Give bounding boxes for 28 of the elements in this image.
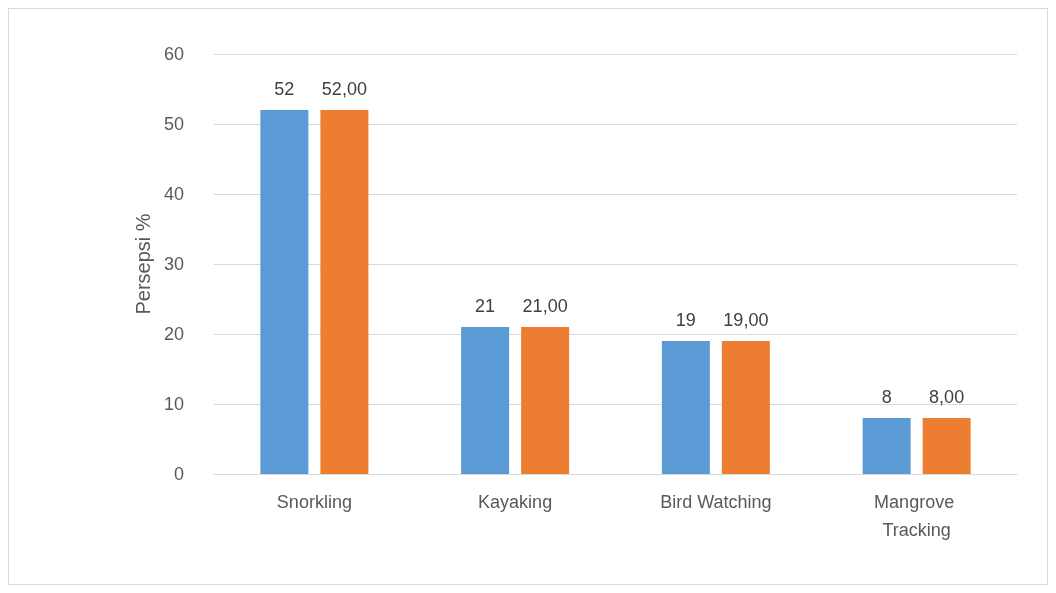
data-label: 19,00 <box>723 310 769 330</box>
bar <box>922 418 971 474</box>
x-tick-label: Snorkling <box>276 492 352 512</box>
x-tick-label: Kayaking <box>478 492 553 512</box>
data-label: 21,00 <box>522 296 568 316</box>
bar <box>721 341 770 474</box>
y-axis-title: Persepsi % <box>132 213 155 315</box>
y-tick-label: 0 <box>173 464 184 484</box>
y-tick-label: 10 <box>163 394 184 414</box>
x-tick-label: Bird Watching <box>660 492 772 512</box>
bar <box>862 418 911 474</box>
data-label: 19 <box>675 310 696 330</box>
x-tick-label: Mangrove Tracking <box>874 492 960 540</box>
y-tick-label: 40 <box>163 184 184 204</box>
bar <box>260 110 309 474</box>
y-tick-label: 20 <box>163 324 184 344</box>
bar <box>320 110 369 474</box>
y-tick-label: 60 <box>163 44 184 64</box>
bar <box>461 327 510 474</box>
bar <box>661 341 710 474</box>
y-tick-label: 50 <box>163 114 184 134</box>
data-label: 8 <box>881 387 892 407</box>
bar <box>521 327 570 474</box>
y-tick-label: 30 <box>163 254 184 274</box>
data-label: 52 <box>274 79 295 99</box>
data-label: 21 <box>475 296 496 316</box>
data-label: 52,00 <box>321 79 367 99</box>
data-label: 8,00 <box>929 387 965 407</box>
